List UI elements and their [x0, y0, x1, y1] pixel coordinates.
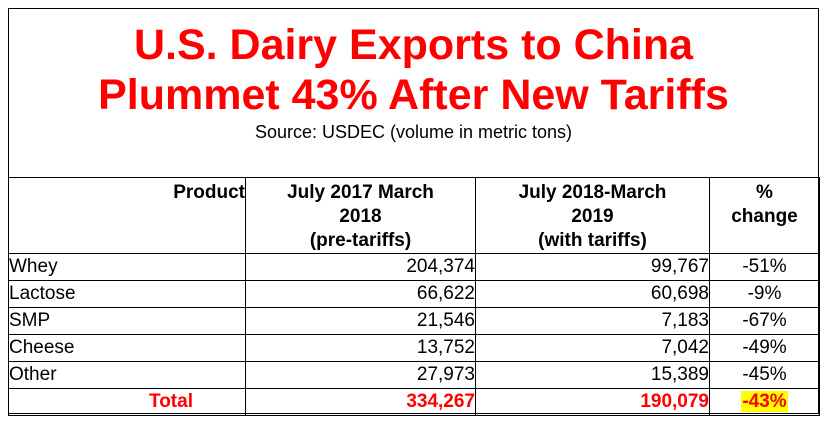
title-area: U.S. Dairy Exports to China Plummet 43% … — [9, 9, 818, 178]
period1-value: 27,973 — [245, 361, 476, 389]
product-cell: Lactose — [8, 280, 246, 308]
period2-value: 7,042 — [475, 334, 710, 362]
header-product: Product — [8, 177, 246, 254]
header-change-line: % — [756, 182, 773, 203]
period1-value: 66,622 — [245, 280, 476, 308]
period2-value: 15,389 — [475, 361, 710, 389]
change-value: -9% — [709, 280, 820, 308]
header-period1-line: (pre-tariffs) — [309, 230, 412, 251]
table-row: Cheese 13,752 7,042 -49% — [8, 334, 820, 362]
header-period2-line: 2019 — [571, 206, 614, 227]
change-value: -45% — [709, 361, 820, 389]
period2-value: 60,698 — [475, 280, 710, 308]
table-row: Other 27,973 15,389 -45% — [8, 361, 820, 389]
total-change-highlight: -43% — [741, 391, 788, 412]
total-period2-value: 190,079 — [475, 388, 710, 416]
period2-value: 99,767 — [475, 253, 710, 281]
total-row: Total 334,267 190,079 -43% — [8, 388, 820, 416]
change-value: -49% — [709, 334, 820, 362]
title-line-1: U.S. Dairy Exports to China — [133, 21, 694, 69]
total-change-cell: -43% — [709, 388, 820, 416]
header-percent-change: % change — [709, 177, 820, 254]
exports-table: Product July 2017 March 2018 (pre-tariff… — [8, 177, 820, 416]
header-period2-line: July 2018-March — [518, 182, 667, 203]
header-period1-line: July 2017 March — [287, 182, 434, 203]
header-period2-line: (with tariffs) — [538, 230, 647, 251]
product-cell: Whey — [8, 253, 246, 281]
period2-value: 7,183 — [475, 307, 710, 335]
change-value: -67% — [709, 307, 820, 335]
header-change-line: change — [731, 206, 798, 227]
table-row: SMP 21,546 7,183 -67% — [8, 307, 820, 335]
product-cell: Cheese — [8, 334, 246, 362]
infographic-frame: U.S. Dairy Exports to China Plummet 43% … — [8, 8, 820, 416]
header-period-2018-2019: July 2018-March 2019 (with tariffs) — [475, 177, 710, 254]
table-header-row: Product July 2017 March 2018 (pre-tariff… — [8, 177, 820, 254]
table-row: Lactose 66,622 60,698 -9% — [8, 280, 820, 308]
period1-value: 21,546 — [245, 307, 476, 335]
product-cell: SMP — [8, 307, 246, 335]
total-label: Total — [8, 388, 246, 416]
table-row: Whey 204,374 99,767 -51% — [8, 253, 820, 281]
change-value: -51% — [709, 253, 820, 281]
header-period-2017-2018: July 2017 March 2018 (pre-tariffs) — [245, 177, 476, 254]
source-note: Source: USDEC (volume in metric tons) — [254, 122, 573, 142]
title-line-2: Plummet 43% After New Tariffs — [98, 71, 729, 119]
period1-value: 13,752 — [245, 334, 476, 362]
total-period1-value: 334,267 — [245, 388, 476, 416]
period1-value: 204,374 — [245, 253, 476, 281]
product-cell: Other — [8, 361, 246, 389]
header-period1-line: 2018 — [339, 206, 382, 227]
